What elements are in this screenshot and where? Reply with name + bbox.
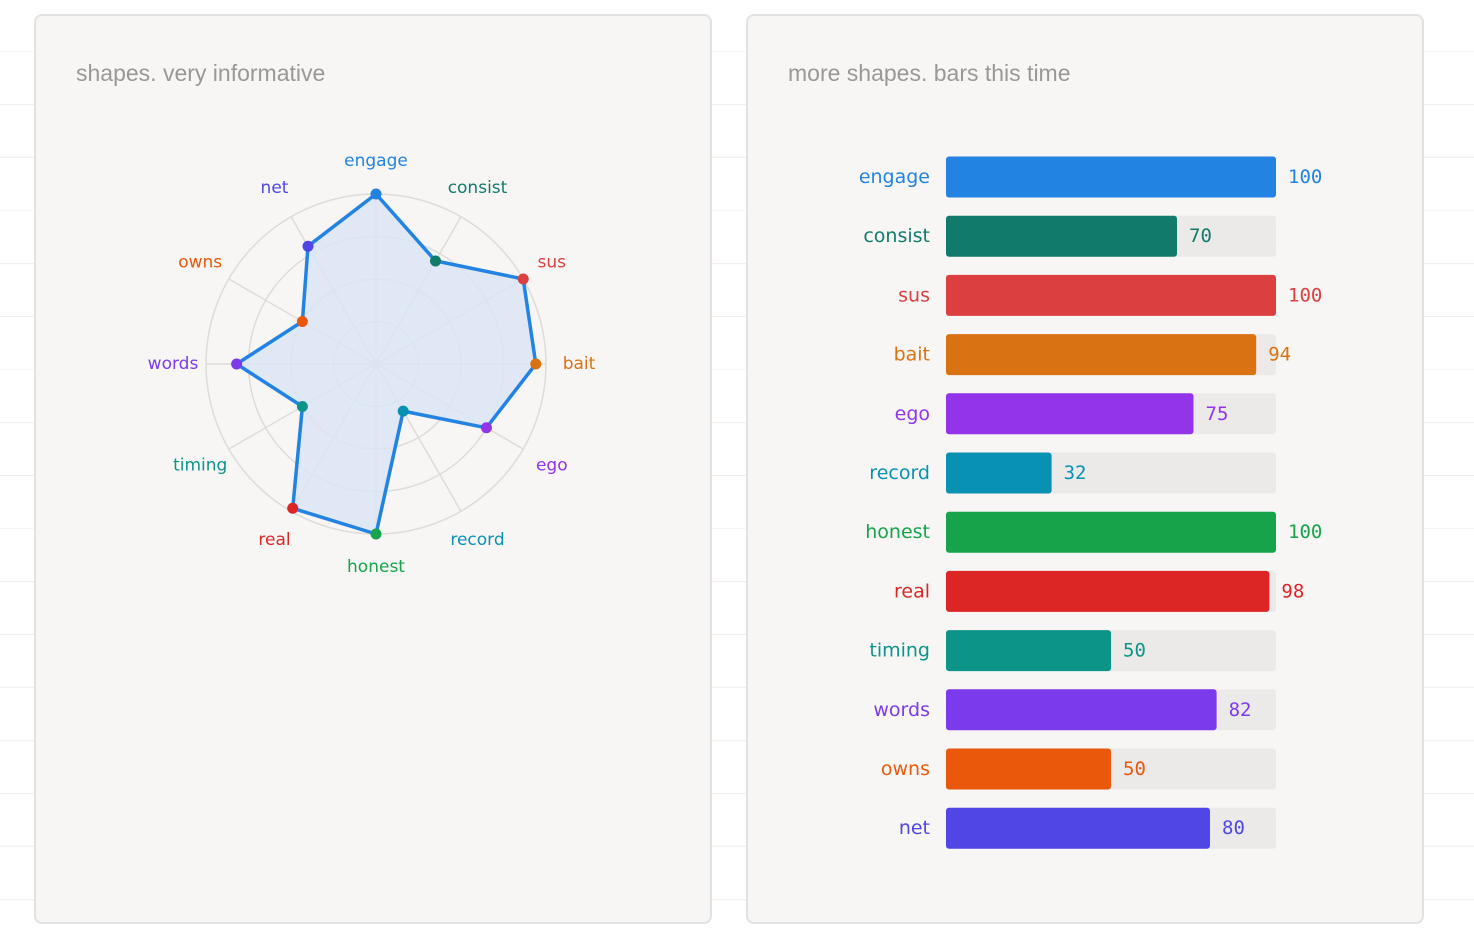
- radar-label-ego: ego: [536, 456, 568, 476]
- radar-label-timing: timing: [173, 456, 227, 476]
- bar-label-owns: owns: [881, 758, 930, 780]
- bar-row-engage: engage 100: [859, 156, 1322, 198]
- bar-owns: [946, 748, 1111, 790]
- radar-point-words: [231, 358, 243, 370]
- radar-label-record: record: [450, 530, 504, 550]
- bar-sus: [946, 274, 1276, 316]
- radar-point-timing: [296, 401, 308, 412]
- bar-value-sus: 100: [1288, 284, 1322, 306]
- bar-label-real: real: [894, 580, 930, 602]
- bar-chart: engage 100 consist 70 sus 100 bait 94 ego 75 recor…: [859, 156, 1322, 849]
- bar-row-words: words 82: [873, 689, 1276, 731]
- radar-label-consist: consist: [448, 178, 508, 198]
- bar-timing: [946, 630, 1111, 672]
- bar-label-net: net: [899, 817, 930, 839]
- bar-value-words: 82: [1229, 699, 1252, 721]
- radar-label-words: words: [148, 354, 199, 374]
- bar-honest: [946, 511, 1276, 553]
- bar-record: [946, 452, 1052, 494]
- bar-net: [946, 807, 1210, 849]
- radar-point-net: [302, 240, 314, 252]
- bar-label-bait: bait: [894, 344, 930, 366]
- bar-label-sus: sus: [898, 284, 930, 306]
- radar-point-owns: [296, 316, 308, 327]
- bar-row-owns: owns 50: [881, 748, 1276, 790]
- radar-chart-panel: shapes. very informative engage consist su…: [34, 14, 712, 924]
- radar-point-record: [397, 405, 409, 417]
- bar-label-honest: honest: [865, 521, 930, 543]
- bar-value-ego: 75: [1206, 403, 1229, 425]
- bar-row-bait: bait 94: [894, 334, 1291, 376]
- bar-label-engage: engage: [859, 166, 930, 188]
- bar-row-sus: sus 100: [898, 274, 1322, 316]
- bar-engage: [946, 156, 1276, 198]
- radar-chart-title: shapes. very informative: [76, 60, 326, 86]
- radar-point-engage: [370, 188, 382, 200]
- radar-point-bait: [530, 358, 542, 370]
- bar-value-honest: 100: [1288, 521, 1322, 543]
- bar-ego: [946, 393, 1194, 435]
- radar-label-net: net: [261, 178, 289, 198]
- bar-bait: [946, 334, 1257, 376]
- bar-value-record: 32: [1064, 462, 1087, 484]
- bar-value-engage: 100: [1288, 166, 1322, 188]
- bar-value-bait: 94: [1268, 344, 1291, 366]
- radar-label-sus: sus: [538, 253, 567, 273]
- bar-value-net: 80: [1222, 817, 1245, 839]
- bar-label-consist: consist: [863, 225, 930, 247]
- radar-label-real: real: [258, 530, 290, 550]
- bar-label-ego: ego: [895, 403, 930, 425]
- bar-label-record: record: [869, 462, 930, 484]
- bar-row-real: real 98: [894, 570, 1304, 612]
- radar-point-ego: [480, 422, 492, 434]
- bar-row-honest: honest 100: [865, 511, 1322, 553]
- radar-label-bait: bait: [563, 354, 596, 374]
- radar-point-honest: [370, 528, 382, 540]
- radar-chart: engage consist sus bait ego record honest real t…: [148, 151, 596, 577]
- bar-value-consist: 70: [1189, 225, 1212, 247]
- bar-row-consist: consist 70: [863, 215, 1276, 257]
- bar-label-words: words: [873, 699, 930, 721]
- bar-words: [946, 689, 1217, 731]
- bar-chart-title: more shapes. bars this time: [788, 60, 1071, 86]
- radar-area: [236, 194, 536, 534]
- radar-label-honest: honest: [347, 557, 405, 577]
- radar-point-real: [287, 502, 299, 514]
- bar-row-net: net 80: [899, 807, 1276, 849]
- bar-chart-panel: more shapes. bars this time engage 100 con…: [746, 14, 1424, 924]
- radar-point-sus: [517, 273, 529, 285]
- bar-value-real: 98: [1281, 580, 1304, 602]
- bar-consist: [946, 215, 1177, 257]
- radar-label-owns: owns: [178, 253, 222, 273]
- bar-label-timing: timing: [869, 640, 930, 662]
- radar-point-consist: [430, 255, 441, 267]
- bar-row-record: record 32: [869, 452, 1276, 494]
- bar-value-owns: 50: [1123, 758, 1146, 780]
- bar-row-timing: timing 50: [869, 630, 1276, 672]
- bar-value-timing: 50: [1123, 640, 1146, 662]
- bar-row-ego: ego 75: [895, 393, 1276, 435]
- bar-real: [946, 570, 1270, 612]
- radar-label-engage: engage: [344, 151, 408, 171]
